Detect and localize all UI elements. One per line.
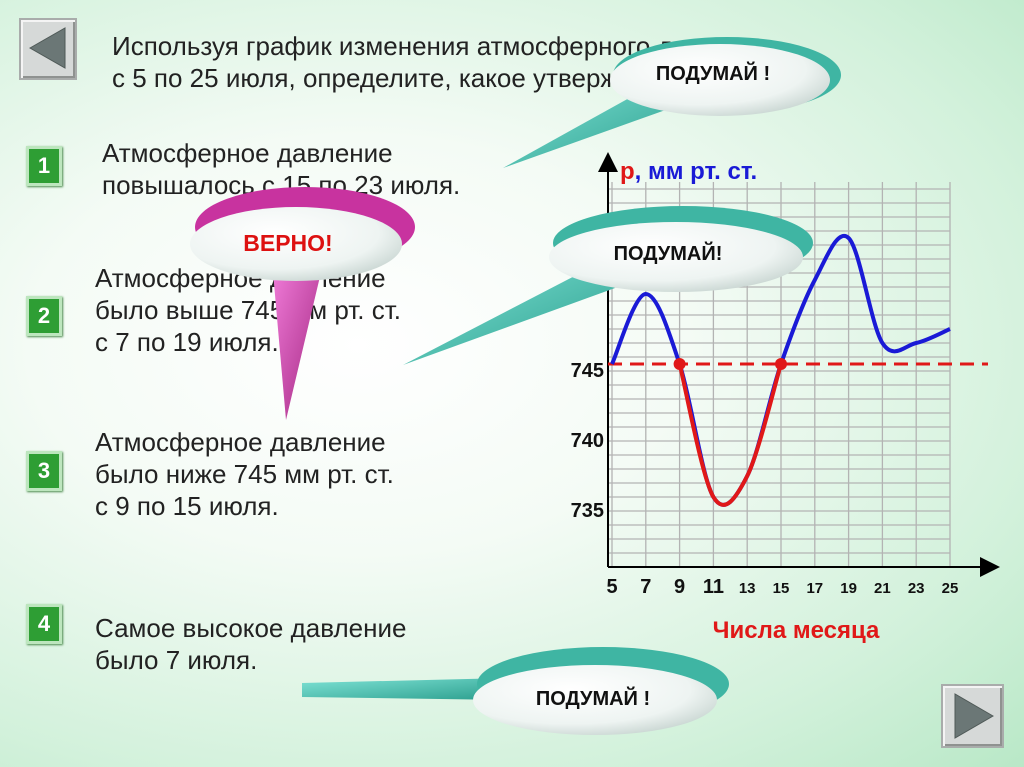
think-bubble-1-label: ПОДУМАЙ ! [655, 63, 771, 85]
x-tick-label: 5 [606, 576, 617, 598]
x-tick-label: 7 [640, 576, 651, 598]
x-tick-label: 11 [703, 576, 724, 598]
option-3-line-3: с 9 по 15 июля. [95, 491, 279, 521]
think-bubble-2 [403, 206, 813, 365]
x-tick-label: 23 [908, 580, 925, 597]
x-tick-label: 9 [674, 576, 685, 598]
option-2-line-2: было выше 745 мм рт. ст. [95, 295, 401, 325]
x-tick-label: 17 [806, 580, 823, 597]
option-3-text[interactable]: Атмосферное давление было ниже 745 мм рт… [95, 426, 394, 522]
next-slide-button[interactable] [941, 684, 1004, 748]
option-4-line-1: Самое высокое давление [95, 613, 407, 643]
left-arrow-icon [28, 27, 66, 69]
option-3-line-1: Атмосферное давление [95, 427, 386, 457]
option-4-text[interactable]: Самое высокое давление было 7 июля. [95, 612, 406, 676]
x-tick-label: 15 [773, 580, 790, 597]
y-axis-label-unit: , мм рт. ст. [635, 158, 758, 185]
option-1-line-1: Атмосферное давление [102, 138, 393, 168]
option-4-line-2: было 7 июля. [95, 645, 258, 675]
option-4-button[interactable]: 4 [26, 604, 62, 644]
y-tick-label: 745 [571, 360, 604, 382]
think-bubble-3-label: ПОДУМАЙ ! [535, 688, 651, 710]
option-3-line-2: было ниже 745 мм рт. ст. [95, 459, 394, 489]
x-tick-label: 25 [942, 580, 959, 597]
option-2-line-3: с 7 по 19 июля. [95, 327, 279, 357]
y-axis-label-symbol: p [620, 158, 635, 185]
right-arrow-icon [954, 693, 994, 739]
correct-bubble [190, 187, 415, 420]
pressure-below-745-segment [677, 363, 783, 507]
y-axis-label: p, мм рт. ст. [620, 158, 757, 185]
option-1-button[interactable]: 1 [26, 146, 62, 186]
intersection-point [775, 358, 787, 370]
option-3-button[interactable]: 3 [26, 451, 62, 491]
y-tick-label: 735 [571, 500, 604, 522]
intersection-point [673, 358, 686, 370]
correct-bubble-label: ВЕРНО! [243, 230, 333, 256]
x-tick-label: 21 [874, 580, 891, 597]
x-axis-label: Числа месяца [713, 617, 880, 644]
think-bubble-1 [503, 37, 841, 168]
option-2-button[interactable]: 2 [26, 296, 62, 336]
y-tick-label: 740 [571, 430, 604, 452]
previous-slide-button[interactable] [19, 18, 77, 80]
think-bubble-2-label: ПОДУМАЙ! [613, 243, 723, 265]
x-tick-label: 19 [840, 580, 857, 597]
x-tick-label: 13 [739, 580, 756, 597]
think-bubble-3 [302, 647, 729, 735]
